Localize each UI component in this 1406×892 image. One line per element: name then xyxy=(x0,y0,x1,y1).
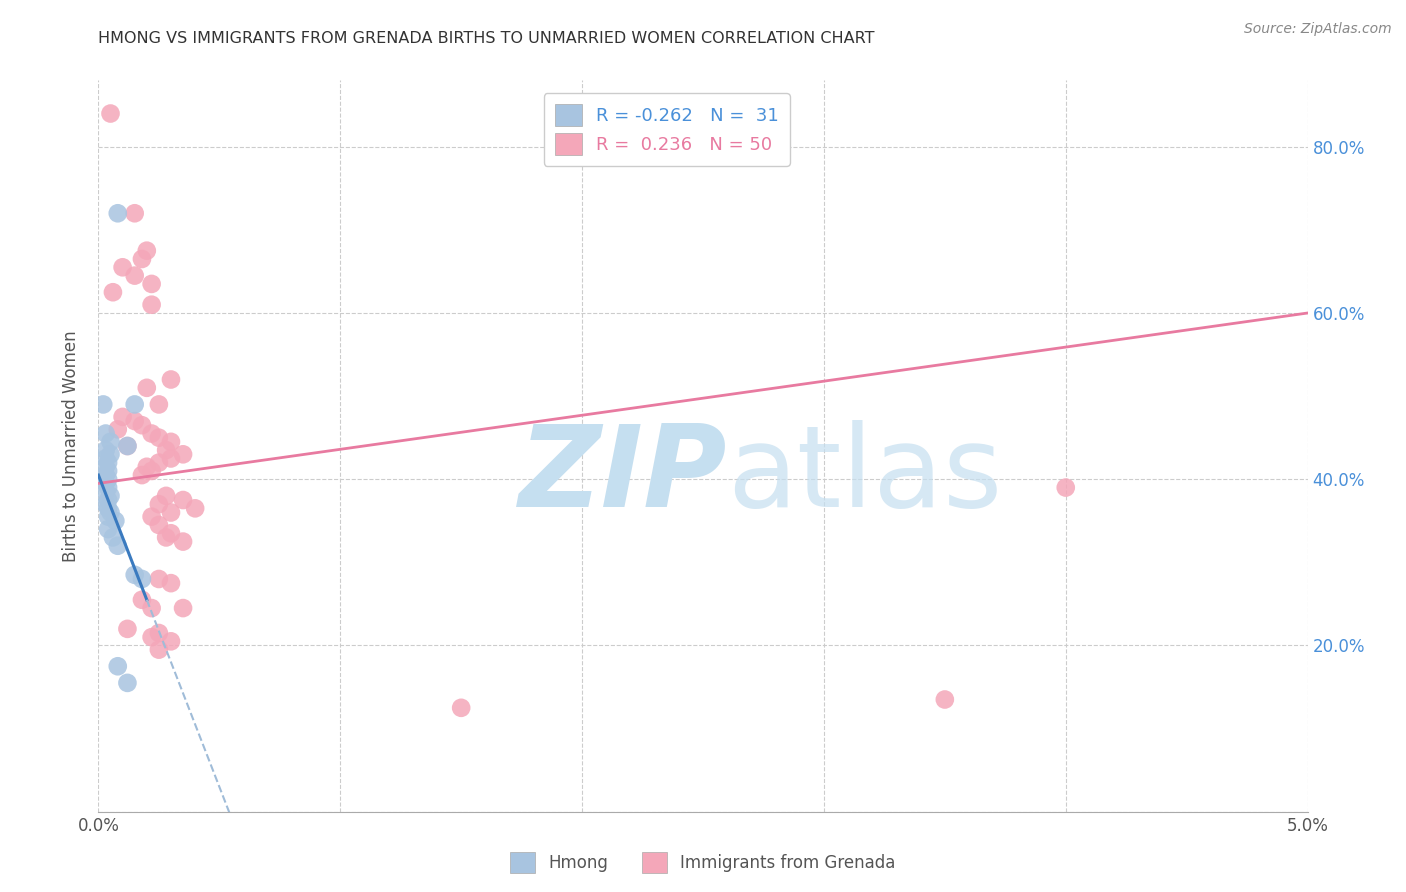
Point xyxy=(117,622,139,636)
Point xyxy=(160,434,183,449)
Point xyxy=(148,518,170,533)
Point xyxy=(117,439,139,453)
Point xyxy=(131,252,153,266)
Point xyxy=(172,601,194,615)
Point xyxy=(107,206,129,220)
Point xyxy=(100,489,122,503)
Point xyxy=(100,106,122,120)
Point xyxy=(141,630,163,644)
Point xyxy=(94,484,117,499)
Point xyxy=(934,692,956,706)
Point xyxy=(97,501,120,516)
Point xyxy=(97,456,120,470)
Point xyxy=(100,434,122,449)
Point xyxy=(160,526,183,541)
Point xyxy=(111,260,134,275)
Point xyxy=(97,481,120,495)
Point xyxy=(148,626,170,640)
Point xyxy=(94,476,117,491)
Point xyxy=(148,572,170,586)
Point xyxy=(141,601,163,615)
Point xyxy=(94,443,117,458)
Point xyxy=(148,431,170,445)
Point xyxy=(107,539,129,553)
Point xyxy=(148,456,170,470)
Point xyxy=(94,426,117,441)
Point xyxy=(160,506,183,520)
Point xyxy=(184,501,207,516)
Point xyxy=(97,493,120,508)
Point xyxy=(124,397,146,411)
Point xyxy=(94,468,117,483)
Point xyxy=(450,701,472,715)
Point xyxy=(131,468,153,483)
Point xyxy=(160,451,183,466)
Point xyxy=(100,447,122,461)
Point xyxy=(172,447,194,461)
Point xyxy=(117,676,139,690)
Point xyxy=(111,409,134,424)
Legend: Hmong, Immigrants from Grenada: Hmong, Immigrants from Grenada xyxy=(503,846,903,880)
Point xyxy=(124,206,146,220)
Legend: R = -0.262   N =  31, R =  0.236   N = 50: R = -0.262 N = 31, R = 0.236 N = 50 xyxy=(544,93,790,166)
Point xyxy=(124,567,146,582)
Point xyxy=(101,285,124,300)
Point xyxy=(148,397,170,411)
Point xyxy=(148,497,170,511)
Point xyxy=(135,381,157,395)
Point xyxy=(155,489,177,503)
Point xyxy=(91,397,114,411)
Point xyxy=(141,464,163,478)
Point xyxy=(131,592,153,607)
Point xyxy=(160,634,183,648)
Point xyxy=(124,414,146,428)
Point xyxy=(131,418,153,433)
Point xyxy=(135,459,157,474)
Point xyxy=(1054,481,1077,495)
Point xyxy=(135,244,157,258)
Point xyxy=(155,530,177,544)
Point xyxy=(160,372,183,386)
Y-axis label: Births to Unmarried Women: Births to Unmarried Women xyxy=(62,330,80,562)
Point xyxy=(141,298,163,312)
Point xyxy=(117,439,139,453)
Text: atlas: atlas xyxy=(727,420,1002,531)
Point xyxy=(97,522,120,536)
Point xyxy=(160,576,183,591)
Point xyxy=(124,268,146,283)
Point xyxy=(172,534,194,549)
Point xyxy=(131,572,153,586)
Point xyxy=(148,642,170,657)
Point xyxy=(101,530,124,544)
Point xyxy=(97,509,120,524)
Point xyxy=(107,422,129,436)
Point xyxy=(141,509,163,524)
Text: Source: ZipAtlas.com: Source: ZipAtlas.com xyxy=(1244,22,1392,37)
Point xyxy=(94,451,117,466)
Point xyxy=(104,514,127,528)
Point xyxy=(172,493,194,508)
Text: ZIP: ZIP xyxy=(519,420,727,531)
Point xyxy=(141,426,163,441)
Point xyxy=(100,506,122,520)
Text: HMONG VS IMMIGRANTS FROM GRENADA BIRTHS TO UNMARRIED WOMEN CORRELATION CHART: HMONG VS IMMIGRANTS FROM GRENADA BIRTHS … xyxy=(98,31,875,46)
Point xyxy=(94,459,117,474)
Point xyxy=(97,472,120,486)
Point xyxy=(107,659,129,673)
Point xyxy=(94,497,117,511)
Point xyxy=(97,464,120,478)
Point xyxy=(141,277,163,291)
Point xyxy=(155,443,177,458)
